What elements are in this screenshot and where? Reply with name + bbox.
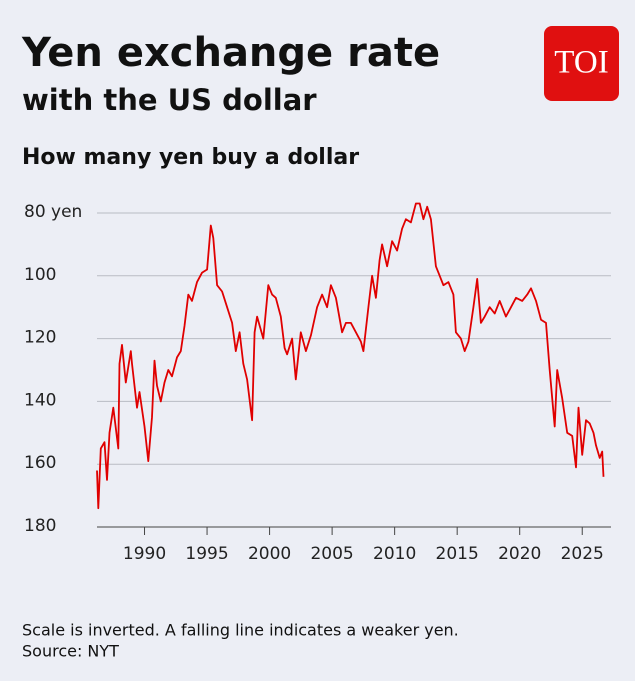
source: Source: NYT [22,642,119,661]
x-tick-label: 1995 [185,544,228,564]
x-tick-label: 2005 [310,544,353,564]
note: Scale is inverted. A falling line indica… [22,621,459,640]
chart-title: Yen exchange rate [21,30,440,76]
x-tick-label: 2025 [561,544,604,564]
x-tick-label: 2000 [248,544,291,564]
logo: TOI [554,45,608,81]
y-tick-label: 80 yen [24,202,82,222]
logo-box [544,26,619,101]
y-tick-label: 100 [24,265,56,285]
chart-subtitle: How many yen buy a dollar [22,145,359,170]
y-tick-label: 160 [24,453,56,473]
x-tick-label: 2020 [498,544,541,564]
y-tick-label: 120 [24,328,56,348]
x-tick-label: 1990 [123,544,166,564]
chart-title-line2: with the US dollar [22,83,317,117]
x-tick-label: 2015 [436,544,479,564]
line-series [96,202,605,510]
y-tick-label: 180 [24,516,56,536]
y-tick-label: 140 [24,390,56,410]
x-tick-label: 2010 [373,544,416,564]
